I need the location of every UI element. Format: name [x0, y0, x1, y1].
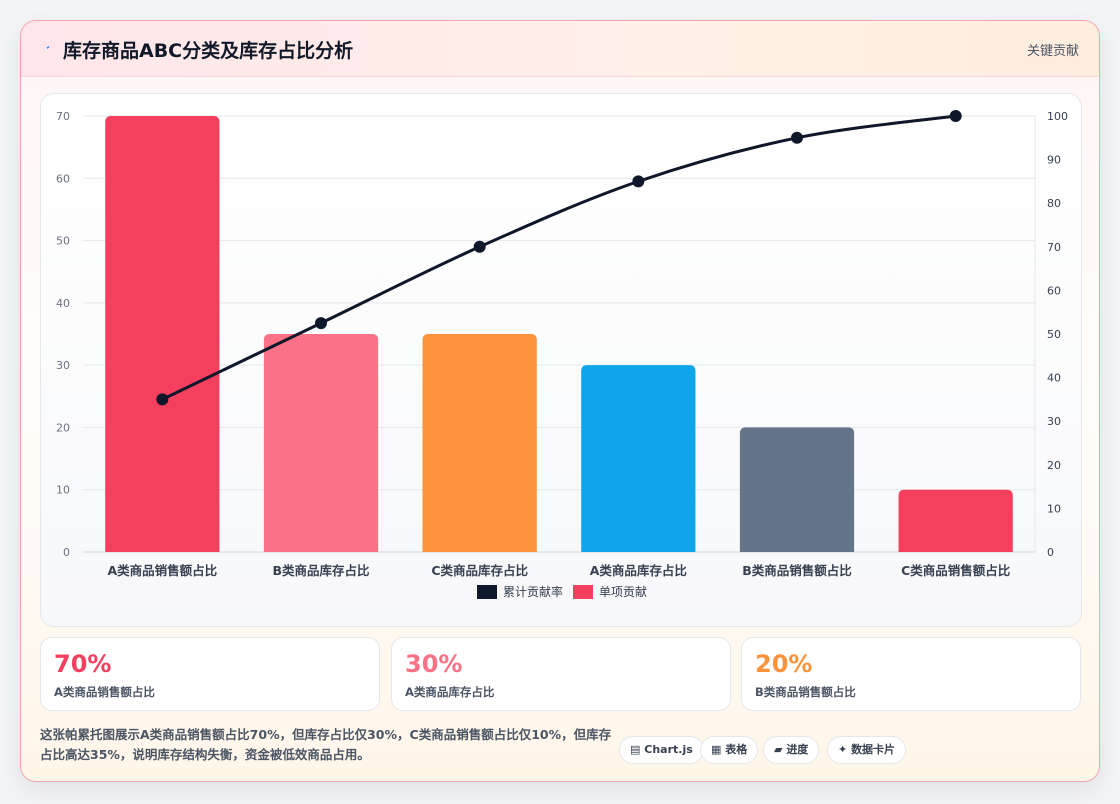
y-right-tick-label: 0	[1047, 546, 1054, 559]
bar	[422, 334, 537, 552]
stat-card: 20% B类商品销售额占比	[741, 637, 1081, 711]
y-left-tick-label: 50	[56, 235, 70, 248]
stat-label: A类商品销售额占比	[54, 685, 155, 699]
progress-icon: ▰	[774, 743, 783, 756]
header-tag[interactable]: 关键贡献	[1026, 44, 1079, 59]
y-left-tick-label: 70	[56, 110, 70, 123]
stat-card: 70% A类商品销售额占比	[40, 637, 380, 711]
y-right-tick-label: 70	[1047, 241, 1061, 254]
table-icon: ▦	[711, 743, 722, 756]
page-title: 库存商品ABC分类及库存占比分析	[63, 40, 354, 62]
tag-label: 进度	[786, 743, 809, 756]
cumulative-line	[161, 114, 956, 401]
bar	[105, 116, 220, 552]
x-tick-label: B类商品库存占比	[272, 563, 370, 578]
chart-panel: 0 10 20 30 40 50 60 70 0 10 20 30 40 50 60 70 80 90 100 A类商…	[40, 93, 1082, 627]
y-right-tick-label: 90	[1047, 154, 1061, 167]
stat-value: 30%	[405, 650, 463, 678]
tag-label: 表格	[725, 743, 748, 756]
y-right-tick-label: 40	[1047, 372, 1061, 385]
cumulative-point	[632, 175, 645, 188]
x-tick-label: A类商品销售额占比	[107, 563, 217, 578]
cumulative-point	[473, 240, 486, 253]
bar	[581, 365, 696, 552]
legend-swatch	[573, 585, 593, 599]
y-left-tick-label: 10	[56, 484, 70, 497]
y-left-tick-label: 60	[56, 172, 70, 185]
cumulative-point	[949, 110, 962, 122]
tag-label: Chart.js	[644, 743, 693, 756]
chart-card: 库存商品ABC分类及库存占比分析 关键贡献 0 10 20 30 40 50 60 70 0 10…	[20, 20, 1100, 782]
bar	[898, 489, 1013, 552]
y-right-tick-label: 80	[1047, 197, 1061, 210]
x-tick-label: B类商品销售额占比	[742, 563, 852, 578]
y-right-tick-label: 60	[1047, 284, 1061, 297]
bar	[263, 334, 379, 552]
tag-label: 数据卡片	[851, 743, 896, 756]
card-header: 库存商品ABC分类及库存占比分析 关键贡献	[21, 21, 1099, 77]
stat-label: B类商品销售额占比	[755, 685, 856, 699]
chart-icon: ▤	[630, 743, 641, 756]
cumulative-point	[156, 393, 169, 406]
y-left-tick-label: 30	[56, 359, 70, 372]
legend-label: 单项贡献	[599, 584, 647, 599]
y-right-tick-label: 100	[1047, 110, 1068, 123]
y-right-tick-label: 30	[1047, 415, 1061, 428]
x-tick-label: C类商品销售额占比	[901, 563, 1011, 578]
x-tick-label: C类商品库存占比	[431, 563, 528, 578]
y-left-tick-label: 20	[56, 421, 70, 434]
y-left-tick-label: 40	[56, 297, 70, 310]
chart-description: 这张帕累托图展示A类商品销售额占比70%，但库存占比仅30%，C类商品销售额占比…	[40, 727, 612, 762]
y-right-tick-label: 50	[1047, 328, 1061, 341]
bar	[739, 427, 855, 552]
cumulative-point	[315, 317, 327, 330]
stat-label: A类商品库存占比	[405, 685, 495, 699]
legend-swatch	[477, 585, 497, 599]
y-right-tick-label: 20	[1047, 459, 1061, 472]
stat-card: 30% A类商品库存占比	[391, 637, 731, 711]
tag-chartjs[interactable]: ▤ Chart.js	[619, 736, 704, 764]
x-tick-label: A类商品库存占比	[590, 563, 688, 578]
pareto-chart: 0 10 20 30 40 50 60 70 0 10 20 30 40 50 60 70 80 90 100 A类商…	[56, 110, 1068, 599]
cumulative-point	[791, 131, 803, 144]
y-right-tick-label: 10	[1047, 502, 1061, 515]
card-icon: ✦	[838, 743, 848, 756]
stat-cards: 70% A类商品销售额占比 30% A类商品库存占比 20% B类商品销售额占比	[40, 637, 1082, 711]
stat-value: 70%	[54, 650, 112, 678]
legend-label: 累计贡献率	[503, 584, 563, 599]
tag-table[interactable]: ▦ 表格	[700, 736, 759, 764]
stat-value: 20%	[755, 650, 813, 678]
y-left-tick-label: 0	[63, 546, 70, 559]
tag-progress[interactable]: ▰ 进度	[763, 736, 820, 764]
lightning-icon	[42, 45, 54, 50]
tag-data-card[interactable]: ✦ 数据卡片	[827, 736, 907, 764]
